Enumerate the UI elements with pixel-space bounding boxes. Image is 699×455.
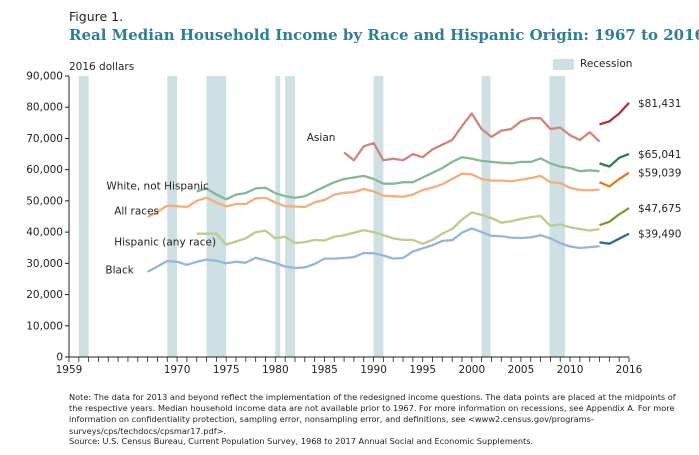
series-end-label-allraces: $59,039: [638, 168, 681, 180]
series-line-black-old: [147, 227, 600, 273]
recession-band-7: [549, 76, 566, 357]
x-tick-label: 2005: [508, 364, 535, 376]
axes: 0 10,000 20,000 30,000 40,000 50,000 60,000 70,…: [26, 71, 642, 377]
series-line-black-new: [599, 232, 630, 245]
y-tick-label: 50,000: [26, 195, 63, 207]
series-line-asian-old: [343, 112, 601, 162]
recession-band-1: [167, 76, 178, 357]
series-name-asian: Asian: [307, 132, 336, 144]
series-line-hispanic-new: [599, 207, 630, 227]
series-end-label-hispanic: $47,675: [638, 203, 681, 215]
series-line-white-new: [599, 152, 630, 168]
y-tick-label: 20,000: [26, 289, 63, 301]
legend-recession-label: Recession: [580, 58, 633, 70]
series-end-label-white: $65,041: [638, 149, 681, 161]
y-tick-label: 0: [56, 352, 63, 364]
series-name-white: White, not Hispanic: [106, 180, 209, 192]
series-line-allraces-old: [147, 172, 600, 219]
series-line-white-old: [196, 156, 600, 201]
recession-band-0: [78, 76, 89, 357]
y-tick-label: 70,000: [26, 133, 63, 145]
y-tick-label: 80,000: [26, 102, 63, 114]
series-name-allraces: All races: [114, 205, 159, 217]
x-tick-label: 1985: [311, 364, 338, 376]
series-name-hispanic: Hispanic (any race): [114, 236, 216, 248]
x-tick-label: 1995: [409, 364, 436, 376]
recession-band-2: [206, 76, 227, 357]
y-unit-label: 2016 dollars: [69, 61, 135, 73]
x-tick-label: 1980: [262, 364, 289, 376]
series-line-allraces-new: [599, 171, 630, 188]
chart-title: Real Median Household Income by Race and…: [69, 26, 699, 44]
series-labels: Asian $81,431 White, not Hispanic $65,041 Al…: [105, 98, 681, 277]
y-tick-label: 30,000: [26, 258, 63, 270]
y-tick-label: 10,000: [26, 320, 63, 332]
y-tick-label: 90,000: [26, 71, 63, 83]
legend: Recession: [553, 58, 632, 70]
recession-swatch: [553, 58, 574, 70]
x-tick-label: 2016: [616, 364, 643, 376]
series-line-hispanic-old: [196, 211, 600, 246]
figure-label: Figure 1.: [69, 9, 124, 24]
figure-note: Note: The data for 2013 and beyond refle…: [69, 392, 676, 436]
x-tick-label: 2000: [458, 364, 485, 376]
x-tick-label: 1975: [213, 364, 240, 376]
x-tick-label: 1990: [360, 364, 387, 376]
x-tick-label: 1970: [164, 364, 191, 376]
series-line-asian-new: [599, 102, 630, 126]
series-end-label-black: $39,490: [638, 229, 681, 241]
y-tick-label: 60,000: [26, 164, 63, 176]
recession-band-3: [275, 76, 281, 357]
series-name-black: Black: [105, 265, 134, 277]
recession-band-4: [285, 76, 295, 357]
x-tick-label: 1959: [56, 364, 83, 376]
recession-band-5: [373, 76, 384, 357]
y-tick-label: 40,000: [26, 227, 63, 239]
series-lines: [147, 102, 630, 273]
figure-source: Source: U.S. Census Bureau, Current Popu…: [69, 436, 534, 446]
x-tick-label: 2010: [557, 364, 584, 376]
series-end-label-asian: $81,431: [638, 98, 681, 110]
